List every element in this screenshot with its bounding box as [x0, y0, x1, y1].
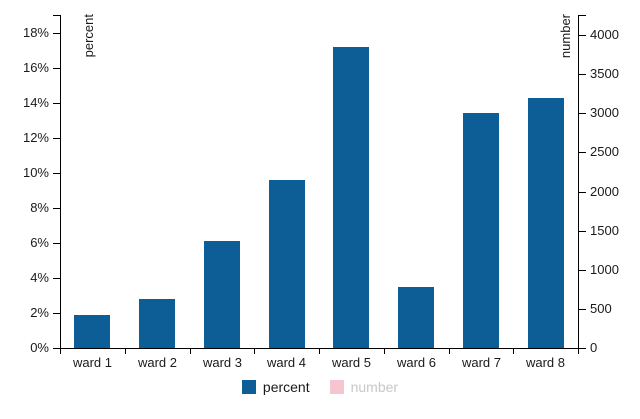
right-axis-tick: [579, 348, 586, 349]
x-axis-tick: [513, 348, 514, 354]
bar-ward-6[interactable]: [398, 287, 434, 348]
x-axis-category-label: ward 7: [461, 355, 502, 370]
x-axis-category-label: ward 1: [72, 355, 113, 370]
x-axis-category-label: ward 8: [525, 355, 566, 370]
x-axis-tick: [319, 348, 320, 354]
right-axis-tick: [579, 231, 586, 232]
left-axis-tick: [53, 208, 60, 209]
number-series-swatch: [329, 380, 344, 394]
x-axis-category-label: ward 5: [331, 355, 372, 370]
right-axis-tick: [579, 74, 586, 75]
left-axis-tick: [53, 138, 60, 139]
left-axis-tick: [53, 33, 60, 34]
left-axis-tick-label: 14%: [22, 95, 49, 110]
percent-series-swatch: [241, 380, 256, 394]
right-axis-tick: [579, 152, 586, 153]
x-axis-tick: [578, 348, 579, 354]
left-axis-title: percent: [81, 14, 96, 58]
right-axis-tick: [579, 113, 586, 114]
bar-ward-7[interactable]: [463, 113, 499, 348]
legend-label-number: number: [350, 379, 399, 395]
right-axis-tick-label: 0: [590, 340, 598, 355]
x-axis-category-label: ward 2: [137, 355, 178, 370]
left-axis-tick-label: 18%: [22, 25, 49, 40]
bar-ward-8[interactable]: [528, 98, 564, 348]
right-axis-tick-label: 3500: [590, 66, 619, 81]
bar-ward-5[interactable]: [333, 47, 369, 348]
legend-item-percent[interactable]: percent: [241, 379, 310, 395]
left-axis-tick-label: 12%: [22, 130, 49, 145]
left-axis-tick-label: 6%: [30, 235, 49, 250]
left-axis-tick: [53, 243, 60, 244]
right-axis-tick-label: 2500: [590, 144, 619, 159]
right-axis-title: number: [558, 14, 573, 59]
left-axis-line: [60, 15, 61, 349]
left-axis-end-cap: [53, 15, 60, 16]
bar-ward-3[interactable]: [204, 241, 240, 348]
right-axis-line: [578, 15, 579, 349]
bar-ward-1[interactable]: [74, 315, 110, 348]
right-axis-tick-label: 2000: [590, 184, 619, 199]
legend: percent number: [0, 379, 640, 395]
right-axis-tick: [579, 309, 586, 310]
left-axis-tick: [53, 278, 60, 279]
left-axis-tick-label: 10%: [22, 165, 49, 180]
right-axis-tick: [579, 192, 586, 193]
left-axis-tick-label: 4%: [30, 270, 49, 285]
left-axis-tick: [53, 348, 60, 349]
x-axis-tick: [190, 348, 191, 354]
right-axis-tick-label: 500: [590, 301, 612, 316]
x-axis-tick: [125, 348, 126, 354]
right-axis-tick-label: 1500: [590, 223, 619, 238]
x-axis-tick: [254, 348, 255, 354]
bar-ward-2[interactable]: [139, 299, 175, 348]
x-axis-category-label: ward 6: [396, 355, 437, 370]
left-axis-tick: [53, 173, 60, 174]
left-axis-tick-label: 0%: [30, 340, 49, 355]
x-axis-tick: [449, 348, 450, 354]
legend-label-percent: percent: [262, 379, 310, 395]
left-axis-tick-label: 2%: [30, 305, 49, 320]
bar-ward-4[interactable]: [269, 180, 305, 348]
right-axis-tick: [579, 35, 586, 36]
right-axis-tick-label: 4000: [590, 27, 619, 42]
right-axis-end-cap: [579, 15, 586, 16]
left-axis-tick: [53, 68, 60, 69]
right-axis-tick: [579, 270, 586, 271]
x-axis-category-label: ward 4: [266, 355, 307, 370]
left-axis-tick-label: 16%: [22, 60, 49, 75]
legend-item-number[interactable]: number: [329, 379, 399, 395]
right-axis-tick-label: 1000: [590, 262, 619, 277]
left-axis-tick-label: 8%: [30, 200, 49, 215]
left-axis-tick: [53, 313, 60, 314]
x-axis-tick: [60, 348, 61, 354]
right-axis-tick-label: 3000: [590, 105, 619, 120]
x-axis-tick: [384, 348, 385, 354]
left-axis-tick: [53, 103, 60, 104]
x-axis-category-label: ward 3: [202, 355, 243, 370]
